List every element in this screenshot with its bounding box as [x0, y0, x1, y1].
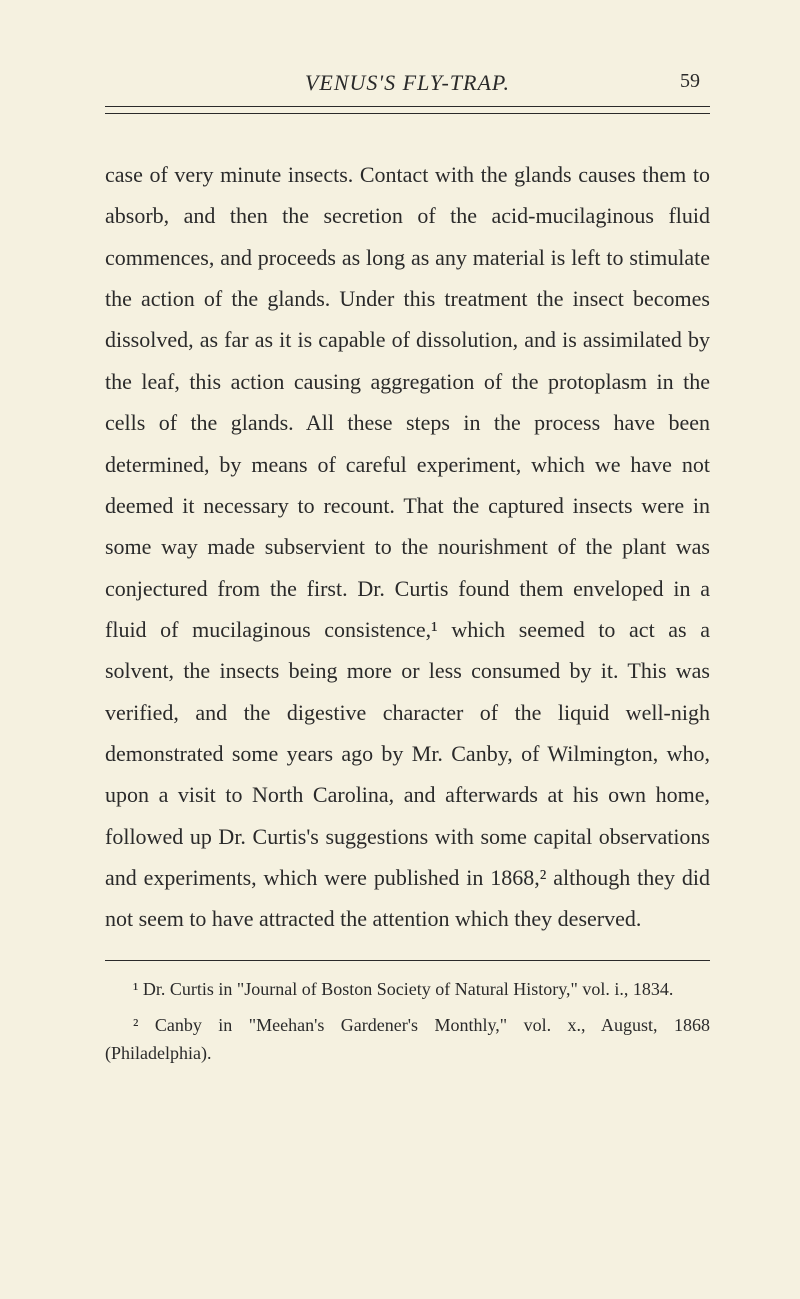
footnote-1: ¹ Dr. Curtis in "Journal of Boston Socie… [105, 976, 710, 1004]
page-number: 59 [680, 70, 700, 93]
footnote-rule [105, 960, 710, 961]
header-rule [105, 113, 710, 114]
page-header: VENUS'S FLY-TRAP. 59 [105, 70, 710, 107]
footnote-2: ² Canby in "Meehan's Gardener's Monthly,… [105, 1012, 710, 1068]
running-title: VENUS'S FLY-TRAP. [105, 70, 710, 96]
body-paragraph: case of very minute insects. Contact wit… [105, 154, 710, 940]
